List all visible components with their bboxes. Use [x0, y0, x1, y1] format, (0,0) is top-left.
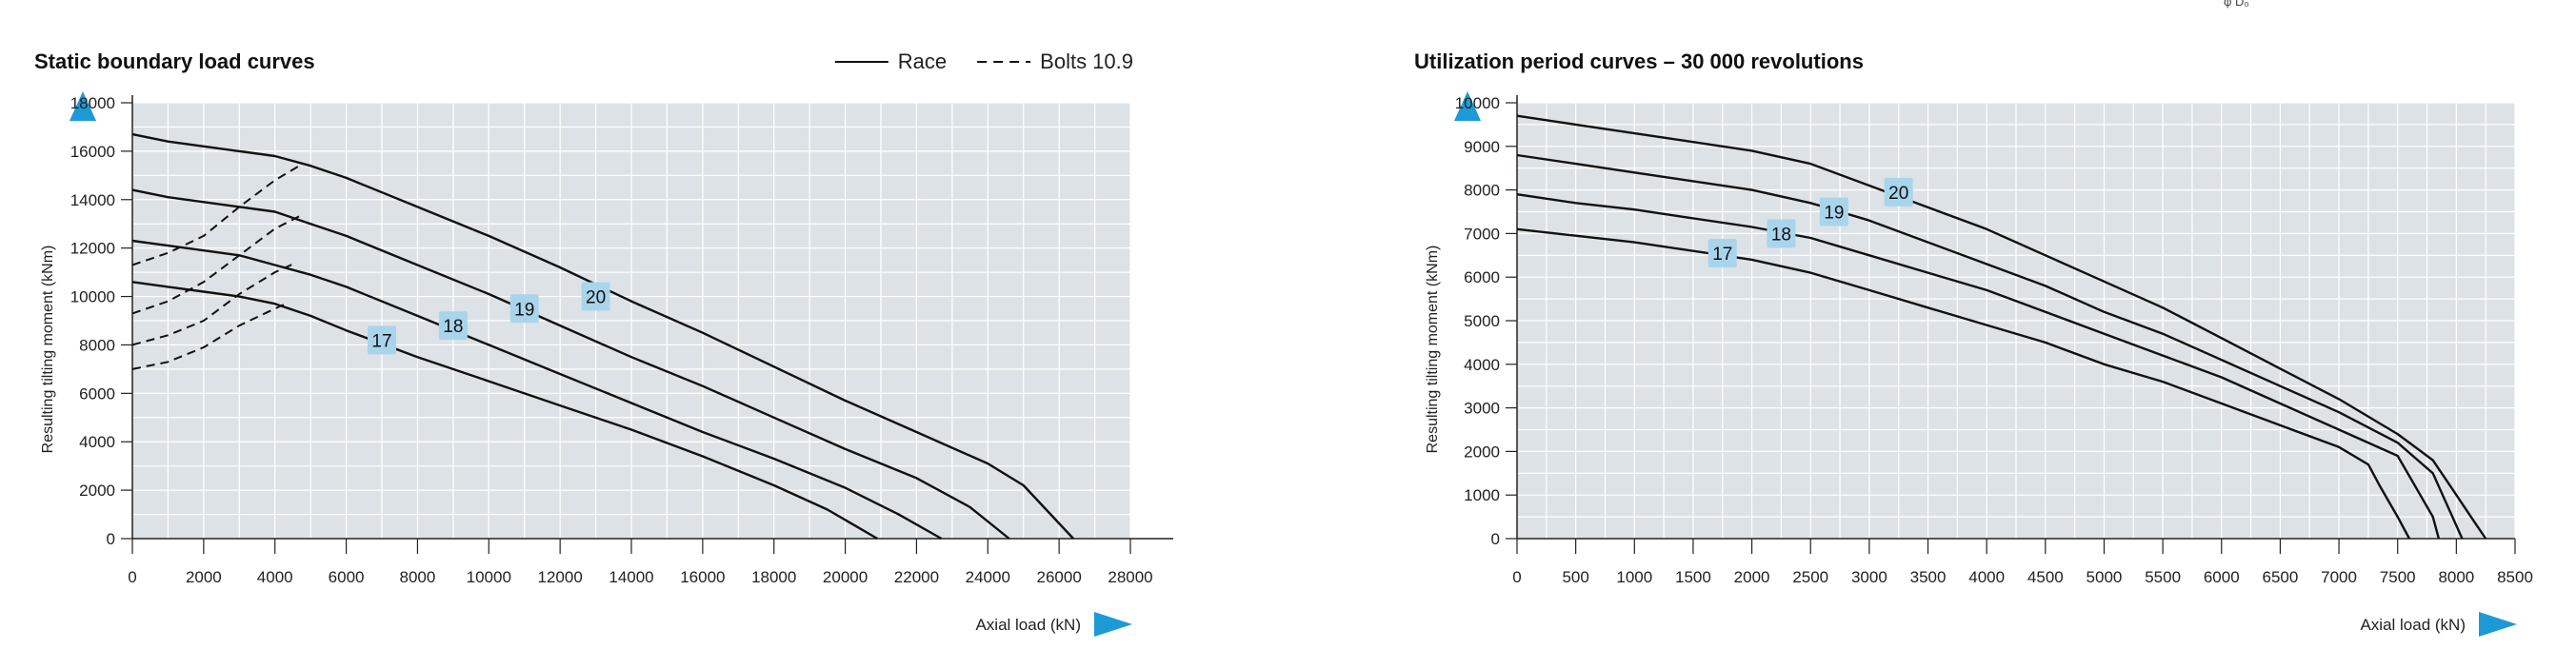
x-tick-label: 4500: [2027, 568, 2064, 586]
x-tick-label: 24000: [966, 568, 1010, 586]
curve-label: 19: [514, 300, 534, 320]
legend-label: Bolts 10.9: [1040, 49, 1133, 73]
race-curve-line-17: [131, 281, 878, 541]
x-tick-label: 2500: [1792, 568, 1828, 586]
x-tick-label: 7500: [2380, 568, 2416, 586]
x-tick-label: 0: [128, 568, 136, 586]
x-axis-label: Axial load (kN): [2360, 616, 2466, 634]
bolt-curve-line: [131, 261, 297, 346]
y-tick-label: 0: [1491, 530, 1500, 548]
chart-title: Utilization period curves – 30 000 revol…: [1414, 49, 1864, 73]
y-tick-label: 9000: [1464, 138, 1500, 156]
y-tick-label: 2000: [1464, 443, 1500, 461]
y-tick-label: 6000: [79, 384, 115, 403]
x-tick-label: 22000: [894, 568, 939, 586]
curve-label: 19: [1824, 204, 1844, 224]
y-axis-label: Resulting tilting moment (kNm): [40, 246, 56, 454]
x-tick-label: 4000: [1968, 568, 2005, 586]
x-tick-label: 4000: [257, 568, 293, 586]
x-tick-label: 5000: [2087, 568, 2123, 586]
x-tick-label: 2000: [186, 568, 222, 586]
x-tick-label: 1000: [1616, 568, 1652, 586]
chart-title: Static boundary load curves: [34, 49, 315, 73]
x-axis-label: Axial load (kN): [975, 616, 1081, 634]
curve-label-box: [1707, 239, 1737, 268]
curve-label-box: [1819, 197, 1848, 226]
race-curve-line-19: [131, 188, 1010, 540]
curve-label: 18: [443, 317, 463, 337]
x-tick-label: 26000: [1037, 568, 1082, 586]
curve-label: 18: [1771, 225, 1791, 245]
y-tick-label: 18000: [70, 94, 115, 112]
static-boundary-load-chart: Static boundary load curves 0 2000 4000 6000…: [34, 49, 1173, 637]
race-curve-line-19: [1516, 153, 2464, 540]
y-tick-label: 4000: [1464, 356, 1500, 374]
y-tick-label: 10000: [1455, 94, 1500, 112]
x-tick-label: 8000: [2438, 568, 2474, 586]
race-curve-line-20: [1516, 114, 2487, 540]
x-tick-label: 28000: [1108, 568, 1152, 586]
curve-label: 17: [371, 331, 391, 351]
bolt-curve-line: [131, 303, 287, 370]
legend-label: Race: [898, 49, 947, 73]
x-tick-label: 6500: [2262, 568, 2298, 586]
curve-label-box: [1884, 177, 1913, 207]
y-tick-label: 7000: [1464, 225, 1500, 243]
x-tick-label: 1500: [1675, 568, 1711, 586]
x-tick-label: 16000: [680, 568, 725, 586]
x-tick-label: 7000: [2321, 568, 2357, 586]
x-tick-label: 14000: [609, 568, 653, 586]
y-tick-label: 10000: [70, 288, 115, 306]
y-tick-label: 8000: [79, 336, 115, 354]
y-tick-label: 14000: [70, 191, 115, 209]
y-tick-label: 0: [107, 530, 115, 548]
utilization-period-chart: Utilization period curves – 30 000 revol…: [1414, 49, 2533, 637]
bolt-curve-line: [131, 213, 305, 315]
y-tick-label: 2000: [79, 482, 115, 500]
y-axis-arrow-icon: [70, 91, 96, 121]
header-fragment: φ D₀: [2224, 0, 2249, 9]
bolt-curve-line: [131, 162, 305, 266]
x-tick-label: 20000: [823, 568, 868, 586]
y-tick-label: 16000: [70, 143, 115, 161]
x-tick-label: 3500: [1910, 568, 1947, 586]
curve-label-box: [368, 325, 396, 355]
y-axis-label: Resulting tilting moment (kNm): [1425, 246, 1441, 454]
y-tick-label: 6000: [1464, 268, 1500, 286]
race-curve-line-18: [1516, 193, 2441, 540]
x-axis-arrow-icon: [1094, 612, 1132, 637]
curve-label-box: [581, 282, 610, 311]
y-axis-arrow-icon: [1454, 91, 1481, 121]
curve-label: 20: [586, 288, 606, 308]
y-tick-label: 3000: [1464, 400, 1500, 418]
y-tick-label: 12000: [70, 240, 115, 258]
x-tick-label: 5500: [2145, 568, 2181, 586]
x-tick-label: 10000: [467, 568, 511, 586]
curve-label-box: [1767, 219, 1796, 248]
x-tick-label: 12000: [538, 568, 583, 586]
x-tick-label: 0: [1512, 568, 1521, 586]
y-tick-label: 4000: [79, 433, 115, 451]
y-tick-label: 5000: [1464, 312, 1500, 330]
y-tick-label: 8000: [1464, 182, 1500, 200]
x-tick-label: 18000: [751, 568, 796, 586]
x-tick-label: 3000: [1851, 568, 1887, 586]
race-curve-line-20: [131, 132, 1074, 540]
x-tick-label: 500: [1562, 568, 1588, 586]
curve-label-box: [438, 311, 468, 341]
race-curve-line-17: [1516, 227, 2411, 540]
x-tick-label: 6000: [2204, 568, 2240, 586]
y-tick-label: 1000: [1464, 486, 1500, 504]
x-tick-label: 8000: [400, 568, 436, 586]
curve-label-box: [509, 294, 539, 324]
curve-label: 17: [1712, 245, 1732, 265]
x-tick-label: 8500: [2497, 568, 2533, 586]
curve-label: 20: [1888, 184, 1908, 204]
x-tick-label: 2000: [1734, 568, 1770, 586]
x-tick-label: 6000: [329, 568, 365, 586]
x-axis-arrow-icon: [2479, 612, 2517, 637]
